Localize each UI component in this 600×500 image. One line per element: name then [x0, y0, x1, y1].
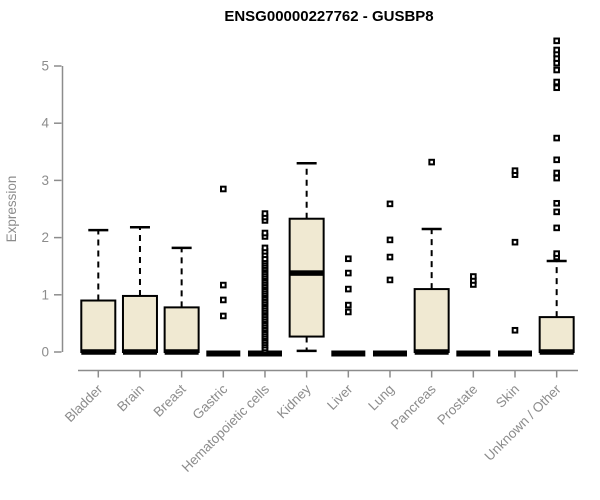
y-tick-label: 2: [41, 230, 49, 245]
x-label-pancreas: Pancreas: [388, 381, 439, 432]
outlier-point: [261, 229, 269, 237]
outlier-point: [220, 185, 227, 193]
box: [538, 316, 575, 353]
x-label-unknown-other: Unknown / Other: [482, 381, 565, 464]
median-line: [289, 270, 324, 276]
box: [288, 217, 325, 338]
outlier-point: [470, 273, 477, 280]
y-tick-label: 1: [41, 287, 49, 302]
outlier-point: [386, 236, 394, 244]
outlier-point: [345, 308, 352, 316]
outlier-point: [220, 296, 227, 304]
outlier-point: [220, 312, 227, 320]
x-label-liver: Liver: [324, 381, 356, 413]
x-label-bladder: Bladder: [62, 381, 106, 425]
outlier-point: [345, 301, 352, 309]
outlier-point: [553, 84, 560, 92]
collapsed-box: [456, 350, 491, 357]
box: [163, 306, 200, 354]
x-label-lung: Lung: [365, 382, 397, 414]
collapsed-box: [372, 350, 407, 357]
outlier-point: [553, 169, 560, 177]
outlier-point: [553, 66, 560, 74]
outlier-point: [345, 269, 352, 277]
y-axis-label: Expression: [4, 176, 19, 243]
y-tick-label: 4: [41, 116, 49, 131]
box: [413, 288, 450, 353]
x-label-skin: Skin: [493, 382, 522, 411]
outlier-point: [553, 250, 560, 257]
outlier-point: [553, 37, 560, 45]
outlier-point: [345, 285, 352, 293]
median-line: [539, 349, 574, 355]
outlier-point: [553, 156, 560, 164]
outlier-point: [386, 200, 394, 208]
box: [80, 299, 117, 353]
collapsed-box: [331, 350, 366, 357]
x-label-prostate: Prostate: [434, 382, 480, 428]
median-line: [122, 349, 157, 355]
x-label-gastric: Gastric: [190, 381, 231, 422]
x-label-breast: Breast: [151, 381, 189, 419]
outlier-point: [261, 210, 269, 217]
outlier-point: [428, 158, 435, 166]
median-line: [414, 349, 449, 355]
outlier-point: [345, 255, 352, 263]
outlier-point: [261, 244, 269, 252]
x-label-brain: Brain: [114, 382, 147, 415]
outlier-point: [553, 224, 560, 232]
box: [121, 294, 158, 353]
outlier-point: [386, 253, 394, 261]
outlier-point: [511, 238, 519, 246]
y-tick-label: 0: [41, 345, 49, 360]
outlier-point: [553, 199, 560, 207]
median-line: [81, 349, 116, 355]
outlier-point: [220, 281, 227, 289]
outlier-point: [386, 276, 394, 284]
outlier-point: [511, 326, 519, 334]
median-line: [164, 349, 199, 355]
outlier-point: [553, 208, 560, 216]
outlier-point: [511, 167, 519, 174]
collapsed-box: [206, 350, 241, 357]
outlier-point: [553, 46, 560, 54]
outlier-point: [553, 134, 560, 142]
chart-title: ENSG00000227762 - GUSBP8: [224, 8, 433, 25]
outlier-point: [553, 174, 560, 182]
collapsed-box: [498, 350, 532, 357]
y-tick-label: 3: [41, 173, 49, 188]
x-label-kidney: Kidney: [274, 381, 314, 421]
outlier-point: [553, 78, 560, 86]
y-tick-label: 5: [41, 59, 49, 74]
